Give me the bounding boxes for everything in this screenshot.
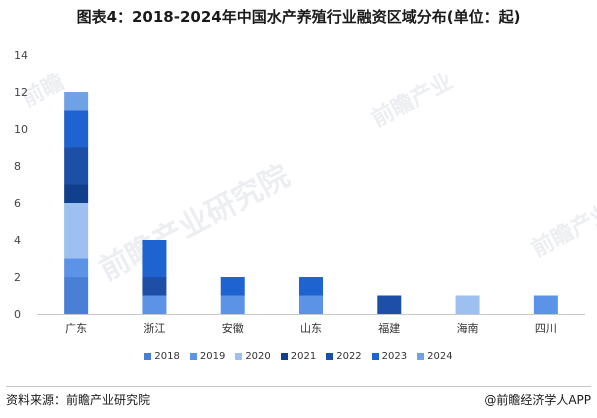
bar-segment: [299, 277, 323, 296]
bar-segment: [64, 277, 89, 314]
legend-item: 2021: [280, 351, 317, 362]
legend-item: 2018: [144, 351, 180, 362]
legend-swatch: [280, 353, 288, 360]
bar-segment: [64, 184, 89, 203]
bar-segment: [220, 277, 245, 296]
legend-item: 2019: [189, 351, 226, 362]
y-tick-label: 12: [14, 86, 28, 99]
x-tick-label: 浙江: [143, 322, 165, 335]
bar-segment: [455, 295, 480, 314]
legend-item: 2020: [235, 351, 271, 362]
legend-item: 2023: [371, 351, 408, 362]
legend-swatch: [189, 353, 197, 360]
x-tick-label: 海南: [457, 321, 479, 335]
y-tick-label: 2: [14, 271, 21, 284]
legend-item: 2022: [326, 351, 362, 362]
source-note: 资料来源：前瞻产业研究院: [6, 393, 151, 407]
y-tick-label: 14: [14, 49, 28, 62]
legend-swatch: [144, 353, 152, 360]
legend-label: 2024: [427, 351, 453, 362]
x-tick-label: 福建: [378, 321, 400, 335]
x-tick-label: 四川: [535, 322, 557, 335]
bar-segment: [299, 295, 323, 314]
legend-swatch: [326, 353, 334, 360]
footer-divider: [6, 386, 591, 387]
y-tick-label: 0: [14, 308, 21, 321]
x-tick-label: 广东: [65, 322, 87, 335]
bar-segment: [377, 295, 402, 314]
legend-swatch: [371, 353, 379, 360]
legend-item: 2024: [417, 351, 453, 362]
legend-label: 2023: [381, 351, 408, 362]
legend-swatch: [235, 353, 243, 360]
bar-segment: [220, 295, 245, 314]
x-tick-label: 山东: [300, 322, 322, 335]
bar-segment: [533, 295, 558, 314]
bar-segment: [142, 240, 167, 277]
chart-title: 图表4：2018-2024年中国水产养殖行业融资区域分布(单位：起): [76, 8, 521, 26]
stacked-bar-chart: 0 2 4 6 8 10 12 14 广东 浙江 安徽 山东 福建 海南 四川: [14, 49, 585, 335]
y-tick-label: 8: [14, 160, 21, 173]
bar-segment: [64, 203, 89, 259]
y-tick-label: 10: [14, 123, 28, 136]
bar-segment: [64, 110, 89, 148]
x-tick-label: 安徽: [222, 321, 244, 335]
legend-label: 2022: [336, 351, 362, 362]
y-tick-label: 4: [14, 234, 21, 247]
legend-label: 2021: [290, 351, 317, 362]
brand-note: @前瞻经济学人APP: [484, 393, 591, 407]
bar-segment: [142, 295, 167, 314]
bar-segment: [64, 147, 89, 185]
legend: 2018 2019 2020 2021 2022 2023 2024: [0, 351, 597, 362]
bar-segment: [64, 92, 89, 111]
legend-swatch: [417, 353, 425, 360]
bar-segment: [64, 258, 89, 277]
bar-segment: [142, 277, 167, 296]
y-tick-label: 6: [14, 197, 21, 210]
legend-label: 2018: [154, 351, 180, 362]
legend-label: 2019: [199, 351, 226, 362]
legend-label: 2020: [245, 351, 271, 362]
